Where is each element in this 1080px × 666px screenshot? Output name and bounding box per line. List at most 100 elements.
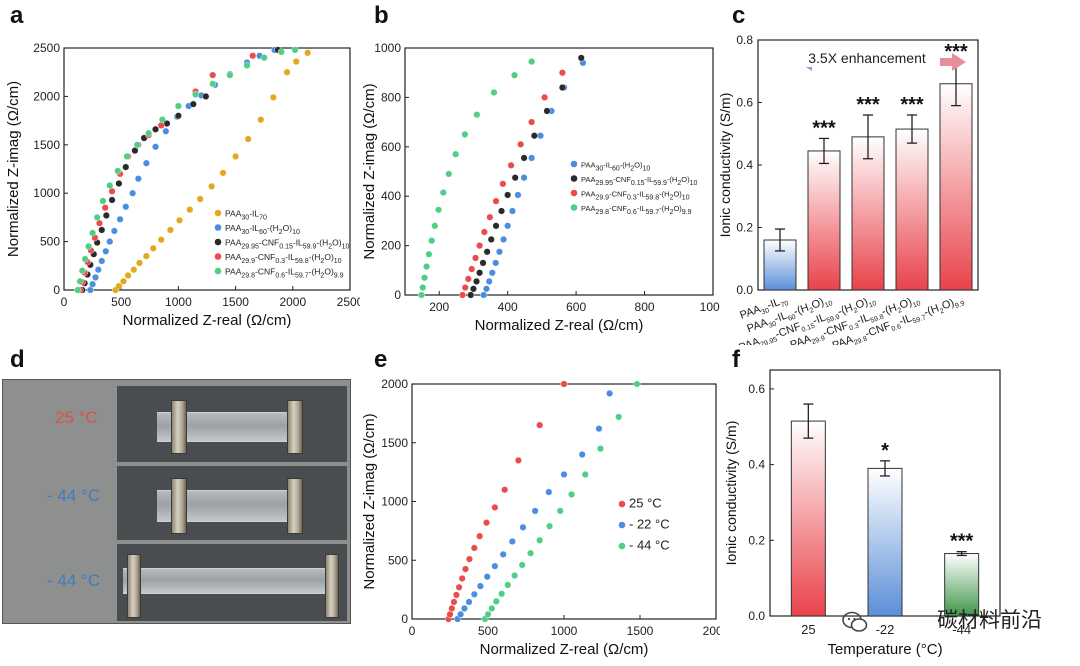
chart-f-category-label: 25 [801,622,815,637]
chart-a-point [94,266,102,274]
chart-e-point [536,421,544,429]
chart-b-point [485,277,493,285]
chart-a-point [102,211,110,219]
chart-e-point [476,532,484,540]
panel-label-e: e [374,346,388,373]
chart-b-point [537,132,545,140]
chart-a-legend-marker [214,238,222,246]
sample-photo-1 [117,386,347,462]
chart-b-point [473,277,481,285]
chart-a-point [202,92,210,100]
chart-e-point [498,590,506,598]
chart-e-point [465,598,473,606]
chart-b-point [461,130,469,138]
chart-a-point [136,259,144,267]
chart-a-point [76,277,84,285]
chart-a-point [158,116,166,124]
chart-e-point [491,503,499,511]
chart-f-bar [944,553,980,617]
chart-a-point [98,257,106,265]
chart-e-point [484,610,492,618]
chart-b-point [492,259,500,267]
chart-b-point [461,284,469,292]
chart-a-point [115,282,123,290]
chart-e-xtick-label: 1000 [551,624,578,638]
chart-f-ytick-label: 0.2 [748,533,765,547]
chart-a-point [176,216,184,224]
chart-a-xtick-label: 500 [111,295,131,309]
chart-a-point [124,271,132,279]
chart-c-significance: *** [900,94,924,116]
chart-b-point [492,197,500,205]
chart-a-point [129,189,137,197]
chart-b-xtick-label: 1000 [700,300,720,314]
chart-a-point [108,196,116,204]
chart-b: 200 400 600 800 1000 0 200 400 600 800 1000 Normali… [361,41,720,334]
chart-a-point [102,247,110,255]
chart-b-point [507,161,515,169]
chart-a-point [134,175,142,183]
chart-e-ytick-label: 0 [401,612,408,626]
chart-b-point [558,69,566,77]
chart-b-legend-marker [570,160,578,168]
chart-e-point [581,470,589,478]
chart-e-point [465,555,473,563]
chart-a-ytick-label: 2500 [33,41,60,55]
chart-e-point [488,604,496,612]
chart-c-ytick-label: 0.2 [736,221,753,235]
chart-a-point [116,215,124,223]
sample-photo-2 [117,466,347,540]
chart-e-point [518,561,526,569]
chart-e-point [492,597,500,605]
chart-e-point [458,574,466,582]
chart-e-point [514,456,522,464]
chart-a-ytick-label: 1500 [33,138,60,152]
panel-label-b: b [374,2,389,29]
chart-a-point [152,143,160,151]
chart-e-legend-label: 25 °C [629,496,662,511]
chart-a-point [106,238,114,246]
chart-e-point [460,604,468,612]
chart-a-point [93,213,101,221]
photo-label-minus44-b: - 44 °C [47,571,101,590]
chart-a-point [115,180,123,188]
chart-b-ytick-label: 0 [394,288,401,302]
chart-b-ytick-label: 800 [381,90,401,104]
chart-b-point [467,291,475,299]
chart-a-point [260,54,268,62]
chart-a-legend-label: PAA29.95-CNF0.15-IL59.9-(H2O)10 [225,238,349,251]
chart-b-point [480,291,488,299]
chart-f-ytick-label: 0.4 [748,458,765,472]
chart-e-point [556,507,564,515]
chart-e-point [482,519,490,527]
chart-a-point [174,112,182,120]
chart-b-point [528,154,536,162]
chart-b-point [479,259,487,267]
chart-a-point [226,71,234,79]
chart-a-xtick-label: 1000 [165,295,192,309]
chart-b-legend-marker [570,189,578,197]
chart-b-ylabel: Normalized Z-imag (Ω/cm) [361,83,378,259]
chart-b-point [528,58,536,66]
chart-b-point [499,180,507,188]
chart-e-point [504,581,512,589]
chart-e-legend-marker [618,521,626,529]
chart-b-point [417,291,425,299]
chart-b-point [471,254,479,262]
chart-e-point [545,488,553,496]
chart-f-bar [867,467,903,617]
chart-a-point [292,58,300,66]
chart-a-point [269,93,277,101]
chart-a-point [291,46,299,54]
photo-label-25: 25 °C [55,408,98,427]
chart-f-ytick-label: 0.6 [748,382,765,396]
chart-b-xtick-label: 400 [498,300,518,314]
chart-e-point [476,582,484,590]
chart-b-point [543,107,551,115]
panel-label-f: f [732,346,740,373]
chart-e-point [470,544,478,552]
chart-a-point [78,267,86,275]
chart-c-bar [807,150,841,291]
chart-b-legend-label: PAA29.9-CNF0.3-IL59.8-(H2O)10 [581,190,690,202]
chart-b-point [558,84,566,92]
